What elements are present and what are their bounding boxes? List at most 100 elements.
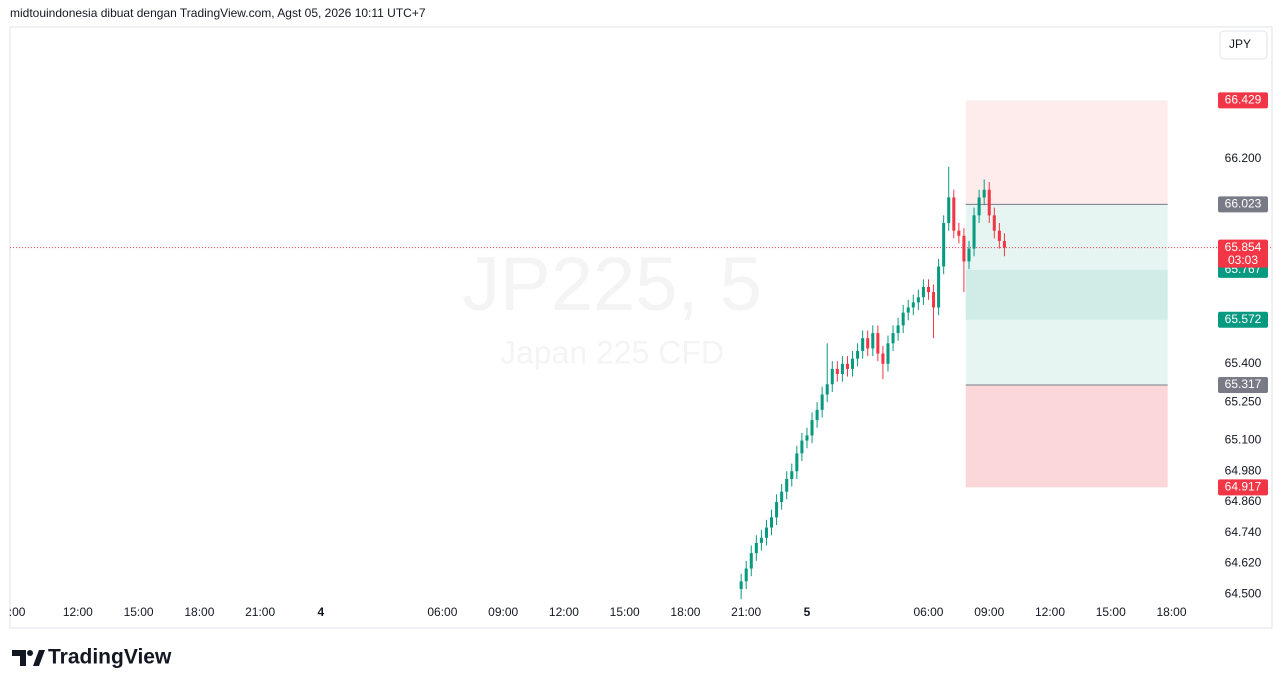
candle-body [921,286,925,298]
candle-body [780,491,784,502]
candle-body [754,542,758,554]
logo-mark [12,650,26,666]
candle-body [972,215,976,249]
candle-body [820,394,824,410]
candle-body [896,325,900,334]
candle-body [830,368,834,385]
header-text: midtouindonesia dibuat dengan TradingVie… [10,6,426,20]
y-tick-label: 65.100 [1225,433,1262,447]
x-tick-label: 21:00 [245,605,275,619]
logo-slash [33,650,45,666]
x-tick-label: 12:00 [1035,605,1065,619]
candle-body [840,363,844,375]
candle-body [947,197,951,224]
footer-logo: TradingView [12,646,172,669]
candle-body [851,358,855,369]
x-tick-label: 15:00 [1096,605,1126,619]
stop-zone [965,385,1168,488]
price-label-box [1218,377,1268,394]
candle-body [744,568,748,582]
candle-body [866,338,870,349]
price-label: 65.317 [1225,377,1262,391]
x-tick-label: 09:00 [488,605,518,619]
candle-body [926,286,930,293]
price-label: 65.572 [1225,312,1262,326]
candle-body [775,501,779,518]
x-tick-label: 06:00 [913,605,943,619]
x-tick-label: :00 [9,605,26,619]
y-tick-label: 64.740 [1225,525,1262,539]
candle-body [815,409,819,421]
x-tick-label: 18:00 [184,605,214,619]
x-tick-label: 15:00 [124,605,154,619]
candle-body [845,363,849,369]
x-tick-label: 09:00 [974,605,1004,619]
candle-body [770,517,774,528]
y-tick-label: 65.400 [1225,356,1262,370]
x-tick-label: 21:00 [731,605,761,619]
candle-body [795,453,799,472]
candle-body [962,235,966,262]
candle-body [764,527,768,538]
y-tick-label: 65.250 [1225,394,1262,408]
logo-dot [27,650,33,656]
x-tick-label: 4 [318,605,325,619]
candle-body [906,307,910,313]
candle-body [967,248,971,262]
candle-body [977,197,981,216]
candle-body [876,333,880,354]
price-label: 66.429 [1225,93,1262,107]
watermark-description: Japan 225 CFD [500,334,724,370]
candle-body [1002,240,1006,248]
candle-body [952,197,956,231]
price-label-box [1218,92,1268,109]
candle-body [881,353,885,364]
candle-body [805,435,809,441]
candle-body [932,292,936,308]
candle-body [901,312,905,326]
footer-brand: TradingView [48,646,172,669]
price-label: 66.023 [1225,197,1262,211]
frame [9,26,1273,629]
candle-body [856,350,860,359]
candle-body [937,266,941,308]
candle-body [886,343,890,364]
x-tick-label: 18:00 [670,605,700,619]
plot [10,100,1272,600]
candle-body [810,420,814,436]
watermark-symbol: JP225, 5 [462,242,762,327]
candle-body [992,215,996,231]
currency-label[interactable]: JPY [1229,37,1251,51]
candle-body [916,297,920,303]
y-tick-label: 66.200 [1225,151,1262,165]
target-zone [965,269,1168,386]
y-tick-label: 64.620 [1225,556,1262,570]
price-label-box [1218,311,1268,328]
candle-body [759,537,763,543]
candle-body [942,223,946,267]
candle-body [891,333,895,344]
currency-button[interactable] [1219,30,1268,60]
candle-body [825,384,829,395]
stop-zone [965,100,1168,205]
candle-body [871,333,875,349]
price-label-box [1218,239,1268,268]
candle-body [790,471,794,479]
candle-body [957,230,961,236]
y-tick-label: 64.860 [1225,494,1262,508]
x-tick-label: 5 [804,605,811,619]
candle-body [911,302,915,308]
price-label: 64.917 [1225,480,1262,494]
price-label-box [1218,196,1268,213]
candle-body [785,478,789,492]
price-label-box [1218,479,1268,496]
x-tick-label: 12:00 [549,605,579,619]
price-label: 65.854 [1225,240,1262,254]
x-tick-label: 12:00 [63,605,93,619]
x-tick-label: 18:00 [1157,605,1187,619]
candle-body [982,189,986,198]
candle-body [749,553,753,569]
watermark: JP225, 5 Japan 225 CFD [462,242,762,370]
candle-body [800,440,804,454]
